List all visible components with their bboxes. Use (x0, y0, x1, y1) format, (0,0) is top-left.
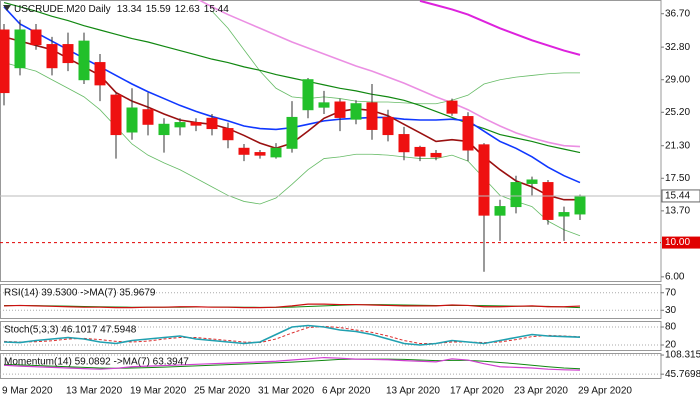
candle-body (30, 29, 42, 46)
candle-body (318, 102, 330, 108)
indicator-line (3, 303, 581, 309)
panel-border (0, 284, 662, 319)
y-tick-label: 32.80 (665, 42, 690, 53)
candle-body (366, 102, 378, 130)
symbol: USCRUDE.M20 Daily (14, 4, 111, 15)
current-price-box (661, 189, 700, 203)
open-value: 13.34 (117, 4, 142, 15)
candle-body (430, 152, 442, 158)
indicator-title: Stoch(5,3,3) 46.1017 47.5948 (4, 325, 137, 336)
indicator-title: Momentum(14) 59.0892 ->MA(7) 63.3947 (4, 357, 189, 368)
candle-body (382, 116, 394, 136)
low-value: 12.63 (175, 4, 200, 15)
panel (0, 0, 586, 272)
y-tick-label: 17.50 (665, 173, 690, 184)
y-tick-label: 13.70 (665, 205, 690, 216)
panel (0, 354, 661, 375)
x-tick-label: 23 Apr 2020 (514, 386, 568, 397)
x-tick-label: 31 Mar 2020 (258, 386, 315, 397)
x-tick-label: 25 Mar 2020 (194, 386, 251, 397)
candle-body (414, 146, 426, 157)
y-tick-label: 45.7698 (665, 369, 700, 380)
candle-body (174, 122, 186, 128)
x-tick-label: 29 Apr 2020 (578, 386, 632, 397)
candle-body (462, 116, 474, 151)
panel-border (0, 0, 662, 282)
y-tick-label: 80 (665, 322, 677, 333)
candle-body (110, 94, 122, 136)
level-label: 10.00 (665, 237, 690, 248)
candle-body (478, 144, 490, 216)
candle-body (350, 103, 362, 120)
indicator-title: RSI(14) 39.5300 ->MA(7) 35.9679 (4, 288, 156, 299)
indicator-line (3, 358, 581, 370)
x-tick-label: 17 Apr 2020 (450, 386, 504, 397)
candle-body (190, 122, 202, 126)
y-tick-label: 30 (665, 305, 677, 316)
current-price-label: 15.44 (665, 191, 690, 202)
y-tick-label: 20 (665, 340, 677, 351)
candle-body (142, 109, 154, 125)
panel (0, 292, 661, 311)
candle-body (286, 116, 298, 149)
candle-body (158, 123, 170, 136)
level-label-box (662, 236, 700, 249)
indicator-line (211, 10, 580, 105)
candle-body (270, 147, 282, 158)
candle-body (542, 182, 554, 220)
y-tick-label: 21.30 (665, 140, 690, 151)
x-tick-label: 9 Mar 2020 (2, 386, 53, 397)
menu-icon[interactable] (3, 5, 11, 11)
candle-body (126, 107, 138, 133)
candle-body (334, 101, 346, 118)
candle-body (558, 212, 570, 217)
candle-body (494, 206, 506, 216)
panel-border (0, 353, 662, 379)
candle-body (302, 79, 314, 111)
candle-body (0, 29, 10, 94)
candle-body (446, 100, 458, 114)
indicator-line (419, 0, 581, 56)
close-value: 15.44 (204, 4, 229, 15)
indicator-line (3, 325, 581, 344)
candle-body (238, 147, 250, 155)
y-tick-label: 70 (665, 287, 677, 298)
y-tick-label: 29.00 (665, 74, 690, 85)
candle-body (62, 44, 74, 64)
candle-body (46, 44, 58, 69)
candle-body (398, 134, 410, 153)
x-tick-label: 6 Apr 2020 (322, 386, 371, 397)
x-tick-label: 19 Mar 2020 (130, 386, 187, 397)
candle-body (206, 117, 218, 130)
indicator-line (3, 356, 581, 371)
indicator-line (3, 1, 581, 154)
indicator-line (197, 0, 581, 148)
candle-body (574, 195, 586, 215)
candle-body (510, 182, 522, 208)
y-tick-label: 25.20 (665, 107, 690, 118)
panel-border (0, 321, 662, 351)
y-tick-label: 36.70 (665, 8, 690, 19)
y-tick-label: 108.3155 (665, 350, 700, 361)
candle-body (78, 40, 90, 81)
x-tick-label: 13 Apr 2020 (386, 386, 440, 397)
high-value: 15.59 (146, 4, 171, 15)
candle-body (526, 179, 538, 184)
y-tick-label: 6.00 (665, 271, 685, 282)
candle-body (14, 29, 26, 69)
indicator-line (3, 324, 581, 346)
candle-body (222, 128, 234, 141)
panel (0, 324, 661, 346)
candle-body (254, 152, 266, 156)
candle-body (94, 62, 106, 86)
chart-title: USCRUDE.M20 Daily 13.34 15.59 12.63 15.44 (14, 4, 229, 15)
x-tick-label: 13 Mar 2020 (66, 386, 123, 397)
